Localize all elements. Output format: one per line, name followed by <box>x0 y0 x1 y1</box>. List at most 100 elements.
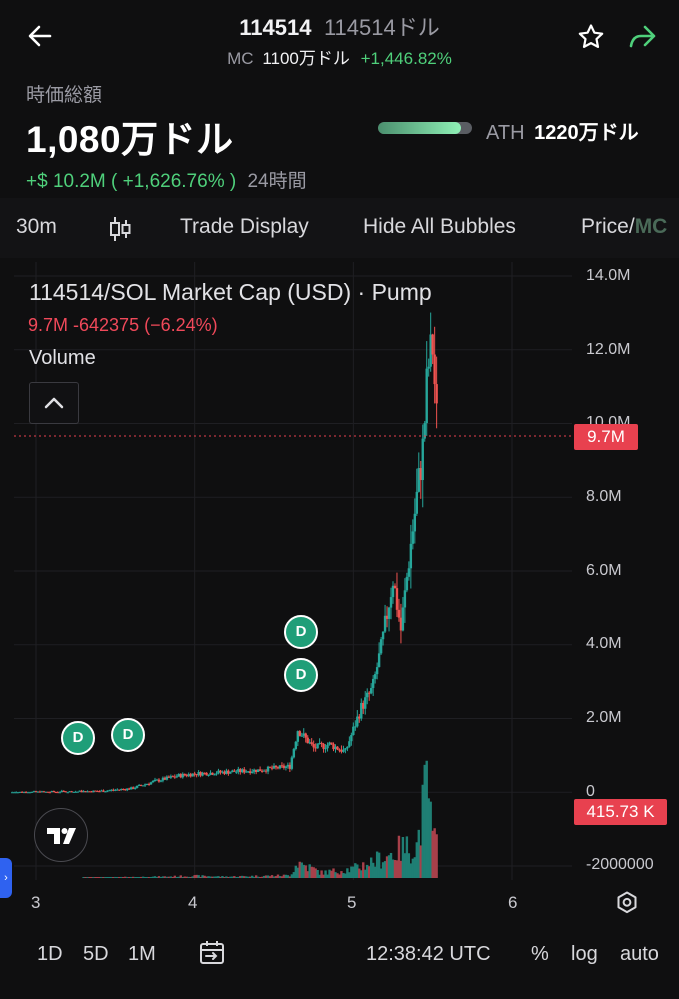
candle-body <box>155 779 159 781</box>
candle-body <box>173 776 177 778</box>
candle-body <box>14 792 18 794</box>
candle-body <box>12 792 16 794</box>
candle-body <box>106 790 109 792</box>
candle-body <box>189 774 192 777</box>
candle-body <box>199 772 202 776</box>
volume-bar <box>435 834 438 878</box>
candle-body <box>217 770 220 774</box>
volume-bar <box>189 877 192 878</box>
side-panel-handle[interactable]: › <box>0 858 12 898</box>
candle-body <box>104 791 107 793</box>
date-range-calendar-icon[interactable] <box>197 938 227 968</box>
candle-body <box>213 774 216 776</box>
trade-bubble[interactable]: D <box>284 658 318 692</box>
volume-bar <box>104 877 107 878</box>
log-scale-button[interactable]: log <box>571 943 598 965</box>
candle-body <box>48 792 52 794</box>
candle-body <box>118 789 121 791</box>
back-arrow-icon[interactable] <box>24 20 56 52</box>
candle-body <box>371 678 375 689</box>
volume-bar <box>306 871 309 878</box>
volume-bar <box>375 851 379 878</box>
candle-body <box>425 368 428 424</box>
candle-body <box>308 742 311 744</box>
volume-bar <box>151 876 155 878</box>
candle-body <box>114 789 117 791</box>
tradingview-logo[interactable] <box>34 808 88 862</box>
volume-bar <box>90 877 93 878</box>
volume-bar <box>201 875 204 878</box>
hide-bubbles-button[interactable]: Hide All Bubbles <box>363 215 516 238</box>
candle-body <box>348 741 351 747</box>
y-axis-label: 2.0M <box>586 709 622 726</box>
chart-settings-gear-icon[interactable] <box>614 890 640 916</box>
favorite-star-icon[interactable] <box>576 22 606 52</box>
candle-body <box>344 748 347 750</box>
candle-body <box>96 790 99 792</box>
price-mc-toggle[interactable]: Price/MC <box>581 215 667 239</box>
candle-body <box>429 334 432 367</box>
volume-bar <box>383 861 387 878</box>
candle-body <box>179 774 182 778</box>
candle-body <box>76 791 79 793</box>
volume-bar <box>401 836 405 878</box>
volume-bar <box>316 869 319 878</box>
volume-bar <box>237 876 240 878</box>
candle-body <box>328 742 331 745</box>
volume-bar <box>419 845 422 878</box>
candle-body <box>387 607 391 619</box>
candle-body <box>56 792 60 794</box>
trade-bubble[interactable]: D <box>284 615 318 649</box>
share-arrow-icon[interactable] <box>626 22 658 52</box>
candle-body <box>223 771 226 774</box>
volume-bar <box>266 875 270 878</box>
candle-body <box>264 770 268 772</box>
candle-body <box>419 468 422 481</box>
price-chart[interactable] <box>0 262 679 902</box>
volume-bar <box>302 864 305 878</box>
volume-bar <box>167 876 171 878</box>
volume-bar <box>179 875 182 878</box>
timeframe-5d-button[interactable]: 5D <box>83 943 109 965</box>
candle-body <box>243 769 246 773</box>
volume-bar <box>381 862 385 878</box>
trade-display-button[interactable]: Trade Display <box>180 215 309 238</box>
candle-body <box>332 743 335 750</box>
chart-ohlc-readout: 9.7M -642375 (−6.24%) <box>28 315 218 335</box>
interval-button[interactable]: 30m <box>16 215 57 238</box>
timeframe-1m-button[interactable]: 1M <box>128 943 156 965</box>
candle-body <box>215 773 218 775</box>
candlestick-type-icon[interactable] <box>108 214 132 244</box>
volume-bar <box>203 875 206 878</box>
volume-bar <box>239 876 242 878</box>
volume-bar <box>128 877 131 878</box>
x-axis-label: 3 <box>31 893 41 912</box>
volume-bar <box>407 853 411 878</box>
auto-scale-button[interactable]: auto <box>620 943 659 965</box>
volume-bar <box>425 760 428 878</box>
trade-bubble[interactable]: D <box>111 718 145 752</box>
volume-bar <box>249 876 252 878</box>
candle-body <box>421 438 424 481</box>
candle-body <box>205 772 208 776</box>
candle-body <box>126 788 129 791</box>
candle-body <box>282 765 286 768</box>
candle-body <box>44 791 48 793</box>
timeframe-1d-button[interactable]: 1D <box>37 943 63 965</box>
candle-body <box>338 749 341 751</box>
candle-body <box>252 769 256 772</box>
volume-bar <box>159 877 163 878</box>
candle-body <box>389 597 393 608</box>
candle-body <box>11 792 14 794</box>
percent-scale-button[interactable]: % <box>531 943 549 965</box>
candle-body <box>82 791 85 793</box>
trade-bubble[interactable]: D <box>61 721 95 755</box>
candle-body <box>249 771 252 773</box>
volume-bar <box>147 877 151 878</box>
candle-body <box>258 769 262 771</box>
candle-body <box>84 791 87 793</box>
volume-bar <box>221 876 224 878</box>
collapse-legend-button[interactable] <box>29 382 79 424</box>
volume-bar <box>133 877 137 878</box>
candle-body <box>306 737 309 744</box>
